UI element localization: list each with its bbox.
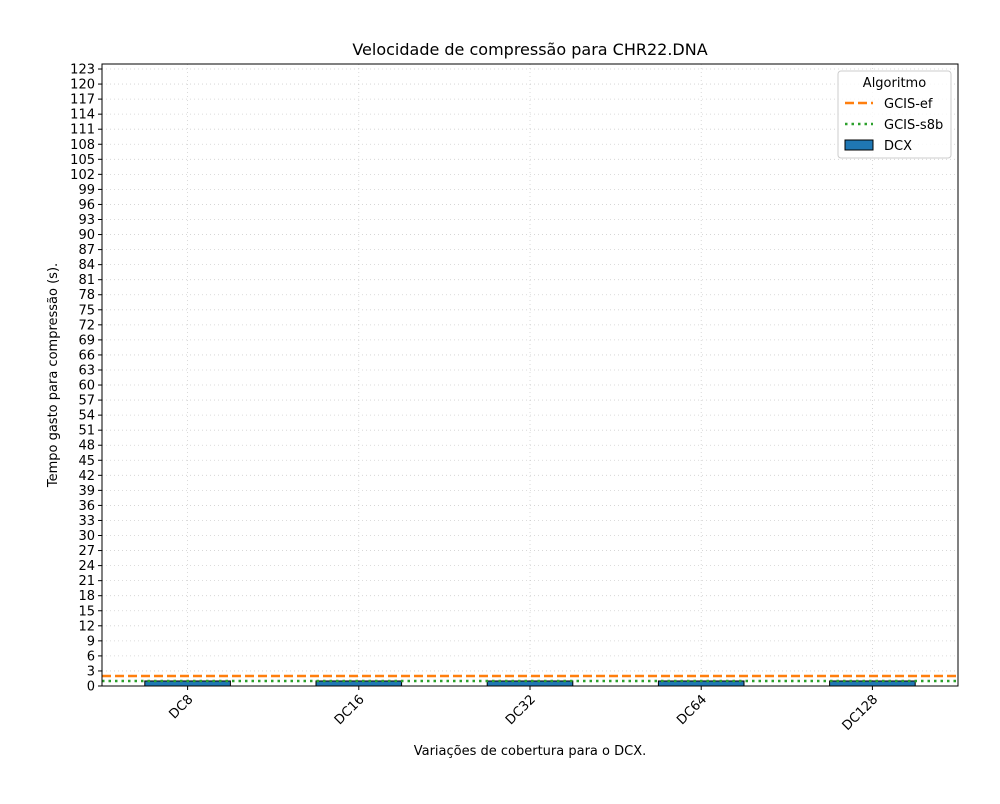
- y-tick-label: 123: [70, 63, 95, 78]
- y-tick-label: 117: [70, 93, 95, 108]
- y-tick-label: 57: [78, 394, 95, 409]
- y-tick-label: 27: [78, 544, 95, 559]
- y-tick-label: 105: [70, 153, 95, 168]
- y-tick-label: 39: [78, 484, 95, 499]
- legend-label-gcis-ef: GCIS-ef: [884, 97, 933, 112]
- y-tick-label: 111: [70, 123, 95, 138]
- chart-title: Velocidade de compressão para CHR22.DNA: [352, 40, 707, 59]
- y-tick-label: 3: [87, 664, 95, 679]
- y-tick-label: 69: [78, 333, 95, 348]
- y-tick-label: 24: [78, 559, 95, 574]
- y-axis: 0369121518212427303336394245485154576063…: [70, 63, 102, 695]
- y-tick-label: 108: [70, 138, 95, 153]
- y-tick-label: 66: [78, 348, 95, 363]
- y-tick-label: 12: [78, 619, 95, 634]
- legend: Algoritmo GCIS-ef GCIS-s8b DCX: [837, 70, 952, 159]
- legend-title: Algoritmo: [863, 76, 926, 91]
- y-tick-label: 33: [78, 514, 95, 529]
- y-tick-label: 45: [78, 454, 95, 469]
- y-tick-label: 42: [78, 469, 95, 484]
- x-axis-label: Variações de cobertura para o DCX.: [414, 744, 647, 759]
- y-tick-label: 18: [78, 589, 95, 604]
- grid-layer: [102, 64, 958, 687]
- y-axis-label: Tempo gasto para compressão (s).: [46, 263, 61, 488]
- y-tick-label: 120: [70, 78, 95, 93]
- y-tick-label: 78: [78, 288, 95, 303]
- y-tick-label: 15: [78, 604, 95, 619]
- y-tick-label: 93: [78, 213, 95, 228]
- legend-box: [837, 70, 952, 159]
- y-tick-label: 75: [78, 303, 95, 318]
- y-tick-label: 90: [78, 228, 95, 243]
- legend-swatch-dcx: [844, 139, 874, 151]
- y-tick-label: 51: [78, 424, 95, 439]
- y-tick-label: 63: [78, 363, 95, 378]
- y-tick-label: 84: [78, 258, 95, 273]
- y-tick-label: 9: [87, 634, 95, 649]
- y-tick-label: 102: [70, 168, 95, 183]
- y-tick-label: 54: [78, 409, 95, 424]
- y-tick-label: 21: [78, 574, 95, 589]
- y-tick-label: 0: [87, 680, 95, 695]
- y-tick-label: 96: [78, 198, 95, 213]
- y-tick-label: 72: [78, 318, 95, 333]
- y-tick-label: 48: [78, 439, 95, 454]
- y-tick-label: 60: [78, 379, 95, 394]
- legend-label-dcx: DCX: [884, 139, 912, 154]
- y-tick-label: 99: [78, 183, 95, 198]
- y-tick-label: 30: [78, 529, 95, 544]
- y-tick-label: 87: [78, 243, 95, 258]
- y-tick-label: 36: [78, 499, 95, 514]
- y-tick-label: 6: [87, 649, 95, 664]
- y-tick-label: 81: [78, 273, 95, 288]
- legend-label-gcis-s8b: GCIS-s8b: [884, 118, 943, 133]
- y-tick-label: 114: [70, 108, 95, 123]
